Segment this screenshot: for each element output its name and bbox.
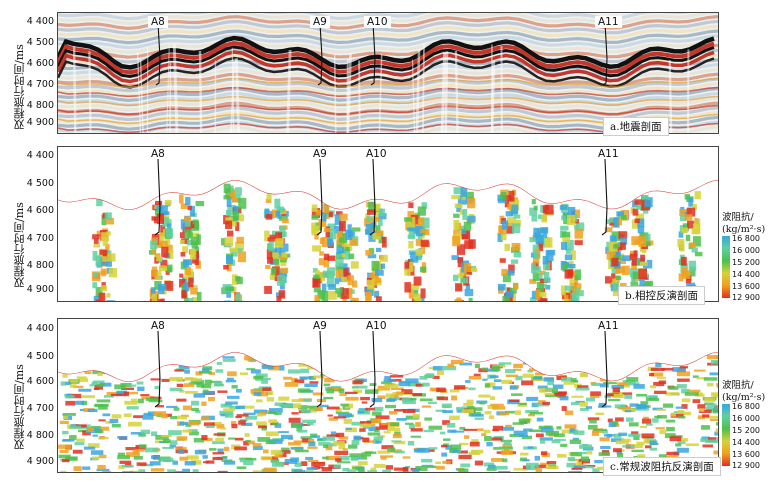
legend-tick: 15 200 bbox=[732, 426, 760, 435]
legend-tick: 12 900 bbox=[732, 461, 760, 470]
ytick: 4 700 bbox=[26, 233, 54, 244]
well-label-a8: A8 bbox=[151, 320, 165, 332]
ytick: 4 600 bbox=[26, 376, 54, 387]
ytick: 4 400 bbox=[26, 323, 54, 334]
legend-tick: 13 600 bbox=[732, 282, 760, 291]
ytick: 4 700 bbox=[26, 403, 54, 414]
ytick: 4 600 bbox=[26, 205, 54, 216]
seismic-image bbox=[58, 13, 718, 133]
ytick: 4 500 bbox=[26, 178, 54, 189]
ytick: 4 900 bbox=[26, 117, 54, 128]
ytick: 4 800 bbox=[26, 100, 54, 111]
legend-tick: 13 600 bbox=[732, 450, 760, 459]
conventional-inversion-section bbox=[57, 318, 719, 473]
legend-colorbar bbox=[722, 236, 730, 298]
ytick: 4 400 bbox=[26, 150, 54, 161]
legend-tick: 16 000 bbox=[732, 414, 760, 423]
well-label-a11: A11 bbox=[595, 16, 622, 28]
legend-title: 波阻抗/ (kg/m²·s) bbox=[722, 212, 766, 235]
legend-tick: 16 800 bbox=[732, 402, 760, 411]
ytick: 4 400 bbox=[26, 16, 54, 27]
ytick: 4 700 bbox=[26, 79, 54, 90]
legend-tick: 16 000 bbox=[732, 246, 760, 255]
facies-inversion-image bbox=[58, 147, 718, 301]
facies-inversion-section bbox=[57, 146, 719, 302]
caption-a: a.地震剖面 bbox=[603, 117, 669, 136]
caption-c: c.常规波阻抗反演剖面 bbox=[603, 457, 721, 476]
legend-tick: 16 800 bbox=[732, 234, 760, 243]
legend-tick: 14 400 bbox=[732, 270, 760, 279]
conventional-inversion-image bbox=[58, 319, 718, 472]
well-label-a11: A11 bbox=[598, 148, 619, 160]
legend-tick: 14 400 bbox=[732, 438, 760, 447]
well-label-a9: A9 bbox=[313, 320, 327, 332]
seismic-section bbox=[57, 12, 719, 134]
ytick: 4 600 bbox=[26, 58, 54, 69]
ytick: 4 500 bbox=[26, 37, 54, 48]
ytick: 4 500 bbox=[26, 351, 54, 362]
ytick: 4 800 bbox=[26, 260, 54, 271]
legend-colorbar bbox=[722, 404, 730, 466]
legend-title: 波阻抗/ (kg/m²·s) bbox=[722, 380, 766, 403]
ytick: 4 900 bbox=[26, 456, 54, 467]
caption-b: b.相控反演剖面 bbox=[618, 286, 706, 305]
well-label-a9: A9 bbox=[313, 148, 327, 160]
ytick: 4 900 bbox=[26, 284, 54, 295]
well-label-a10: A10 bbox=[364, 16, 391, 28]
ytick: 4 800 bbox=[26, 430, 54, 441]
legend-tick: 12 900 bbox=[732, 293, 760, 302]
well-label-a9: A9 bbox=[310, 16, 330, 28]
well-label-a11: A11 bbox=[598, 320, 619, 332]
well-label-a8: A8 bbox=[148, 16, 168, 28]
well-label-a10: A10 bbox=[366, 148, 387, 160]
legend-tick: 15 200 bbox=[732, 258, 760, 267]
well-label-a10: A10 bbox=[366, 320, 387, 332]
well-label-a8: A8 bbox=[151, 148, 165, 160]
